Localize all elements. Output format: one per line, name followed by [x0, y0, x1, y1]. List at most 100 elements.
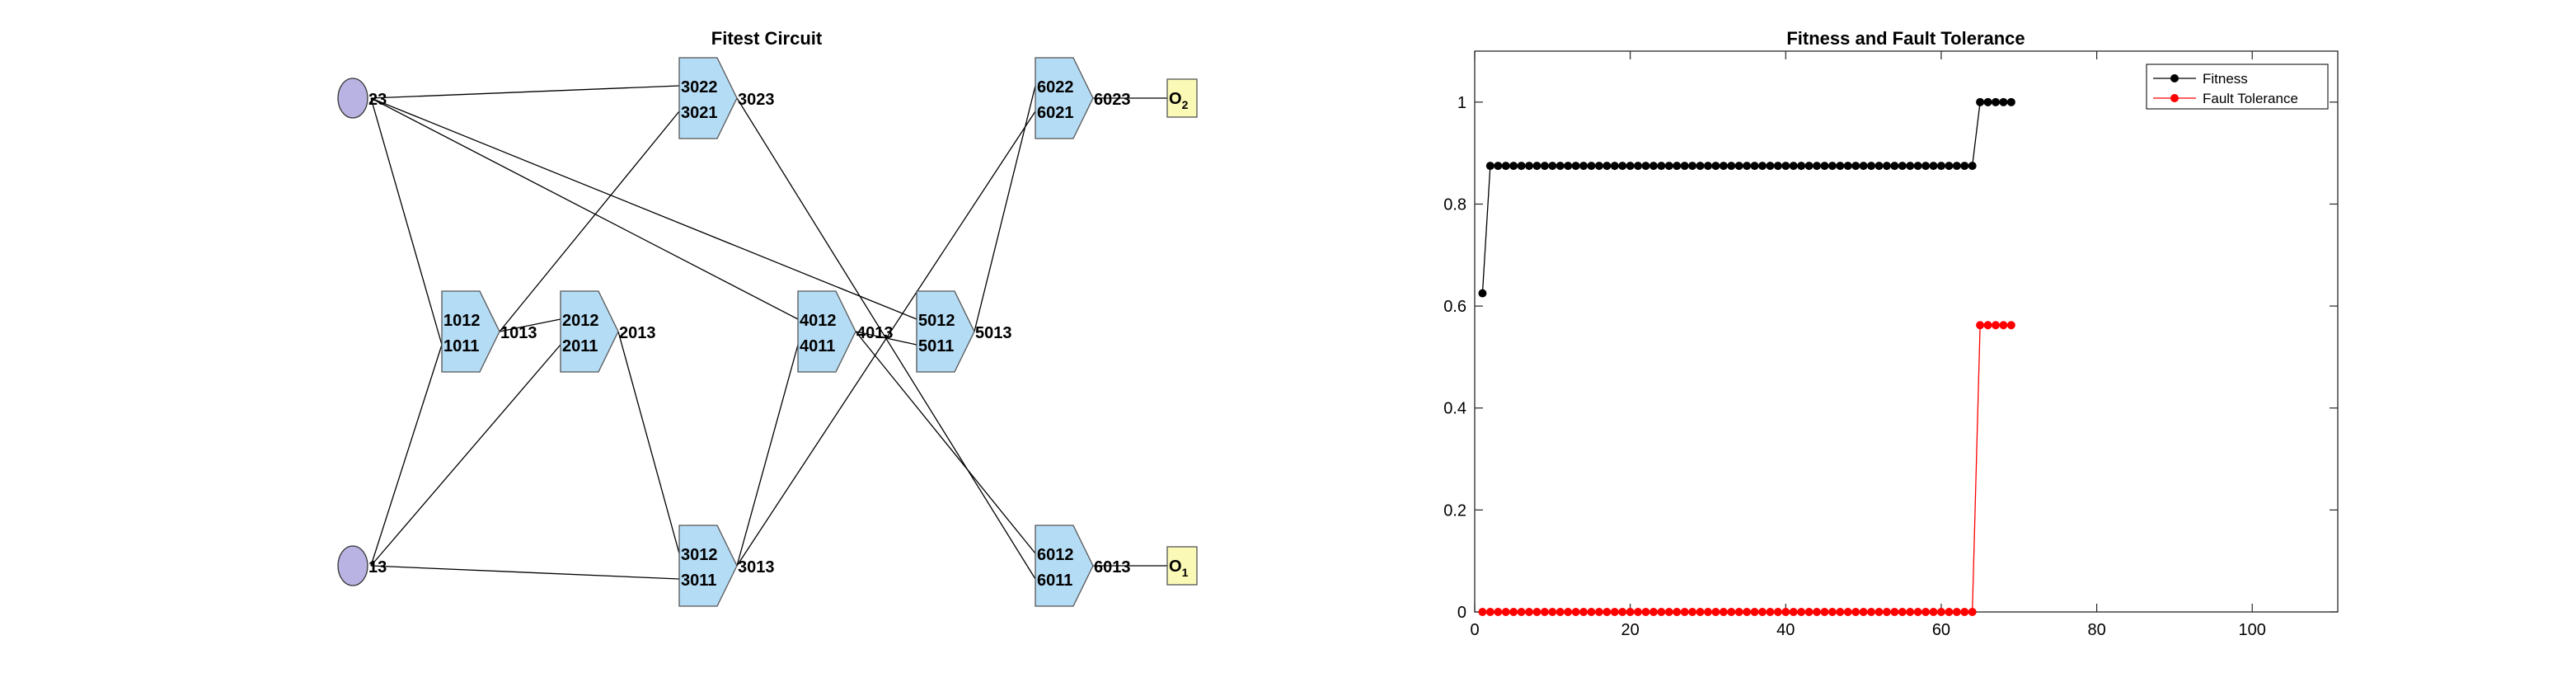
- data-point-fitness: [1937, 162, 1945, 170]
- gate-3013: 3012 3011 3013: [679, 525, 775, 606]
- gate-input-bottom-label: 6011: [1037, 572, 1072, 590]
- output-subscript: 2: [1182, 98, 1189, 111]
- data-point-fitness: [1502, 162, 1510, 170]
- data-point-fault-tolerance: [1921, 608, 1930, 616]
- data-point-fault-tolerance: [1509, 608, 1518, 616]
- y-tick-label: 0.4: [1443, 400, 1466, 418]
- input-label: 13: [368, 558, 387, 576]
- data-point-fault-tolerance: [1898, 608, 1907, 616]
- gate-5013: 5012 5011 5013: [917, 291, 1012, 372]
- gate-output-label: 6013: [1094, 558, 1131, 576]
- gate-3023: 3022 3021 3023: [679, 58, 775, 139]
- data-point-fault-tolerance: [1572, 608, 1580, 616]
- data-point-fault-tolerance: [1532, 608, 1541, 616]
- data-point-fault-tolerance: [1914, 608, 1922, 616]
- legend-fault-tolerance-label: Fault Tolerance: [2203, 91, 2298, 106]
- gate-input-top-label: 1012: [443, 312, 481, 330]
- edge-3013-to-4011: [737, 345, 798, 566]
- data-point-fitness: [1532, 162, 1541, 170]
- data-point-fitness: [1727, 162, 1735, 170]
- data-point-fault-tolerance: [1727, 608, 1735, 616]
- data-point-fault-tolerance: [1844, 608, 1852, 616]
- edge-23-to-3022: [371, 86, 679, 98]
- data-point-fault-tolerance: [1790, 608, 1798, 616]
- data-point-fitness: [1735, 162, 1743, 170]
- data-point-fault-tolerance: [1548, 608, 1556, 616]
- gate-shape: [679, 58, 737, 139]
- gate-shape: [1035, 58, 1093, 139]
- data-point-fitness: [1968, 162, 1977, 170]
- data-point-fitness: [1813, 162, 1821, 170]
- data-point-fault-tolerance: [1751, 608, 1759, 616]
- data-point-fault-tolerance: [1642, 608, 1650, 616]
- data-point-fault-tolerance: [1813, 608, 1821, 616]
- data-point-fitness: [1587, 162, 1595, 170]
- y-tick-label: 0.6: [1443, 298, 1466, 316]
- data-point-fitness: [1720, 162, 1728, 170]
- data-point-fitness: [1766, 162, 1774, 170]
- data-point-fitness: [1883, 162, 1891, 170]
- y-tick-label: 0.8: [1443, 195, 1466, 214]
- data-point-fitness: [1774, 162, 1782, 170]
- data-point-fault-tolerance: [1860, 608, 1868, 616]
- data-point-fault-tolerance: [1478, 608, 1486, 616]
- data-point-fault-tolerance: [1781, 608, 1790, 616]
- data-point-fitness: [1751, 162, 1759, 170]
- gate-2013: 2012 2011 2013: [561, 291, 656, 372]
- gate-shape: [917, 291, 974, 372]
- input-label: 23: [368, 91, 387, 109]
- data-point-fault-tolerance: [1673, 608, 1681, 616]
- data-point-fitness: [1797, 162, 1805, 170]
- data-point-fitness: [1688, 162, 1696, 170]
- gate-input-bottom-label: 5011: [918, 337, 954, 355]
- data-point-fault-tolerance: [1720, 608, 1728, 616]
- data-point-fault-tolerance: [1634, 608, 1642, 616]
- edge-13-to-1011: [371, 345, 442, 566]
- gate-input-bottom-label: 4011: [800, 337, 835, 355]
- data-point-fault-tolerance: [1711, 608, 1720, 616]
- data-point-fitness: [1867, 162, 1875, 170]
- gate-6013: 6012 6011 6013: [1035, 525, 1131, 606]
- data-point-fitness: [1602, 162, 1611, 170]
- data-point-fitness: [1790, 162, 1798, 170]
- data-point-fault-tolerance: [1976, 321, 1984, 329]
- data-point-fault-tolerance: [1525, 608, 1533, 616]
- gate-output-label: 3013: [738, 558, 775, 576]
- data-point-fitness: [1945, 162, 1953, 170]
- circuit-panel: Fitest Circuit 23: [338, 28, 1197, 606]
- data-point-fault-tolerance: [1960, 608, 1968, 616]
- input-ellipse: [338, 78, 368, 118]
- data-point-fitness: [1805, 162, 1814, 170]
- gate-input-bottom-label: 3011: [681, 572, 716, 590]
- circuit-title: Fitest Circuit: [711, 28, 823, 49]
- input-ellipse: [338, 546, 368, 586]
- data-point-fault-tolerance: [1681, 608, 1689, 616]
- data-point-fitness: [1960, 162, 1968, 170]
- gate-input-top-label: 6012: [1037, 546, 1074, 564]
- data-point-fitness: [1851, 162, 1860, 170]
- data-point-fitness: [1541, 162, 1549, 170]
- edge-13-to-2011: [371, 345, 561, 566]
- data-point-fitness: [1781, 162, 1790, 170]
- gate-output-label: 3023: [738, 91, 775, 109]
- data-point-fitness: [1906, 162, 1914, 170]
- data-point-fitness: [1953, 162, 1961, 170]
- data-point-fault-tolerance: [1735, 608, 1743, 616]
- gate-input-bottom-label: 3021: [681, 104, 718, 122]
- data-point-fitness: [1921, 162, 1930, 170]
- data-point-fitness: [1518, 162, 1526, 170]
- gate-input-bottom-label: 1011: [443, 337, 479, 355]
- y-tick-label: 1: [1457, 94, 1466, 112]
- data-point-fault-tolerance: [2007, 321, 2015, 329]
- data-point-fitness: [1486, 162, 1494, 170]
- data-point-fitness: [1914, 162, 1922, 170]
- data-point-fault-tolerance: [1626, 608, 1635, 616]
- x-tick-label: 0: [1470, 621, 1479, 639]
- data-point-fitness: [1836, 162, 1844, 170]
- data-point-fault-tolerance: [1556, 608, 1565, 616]
- data-point-fitness: [1844, 162, 1852, 170]
- data-point-fitness: [1696, 162, 1705, 170]
- legend-fitness-marker: [2170, 74, 2179, 82]
- chart-title: Fitness and Fault Tolerance: [1786, 28, 2025, 49]
